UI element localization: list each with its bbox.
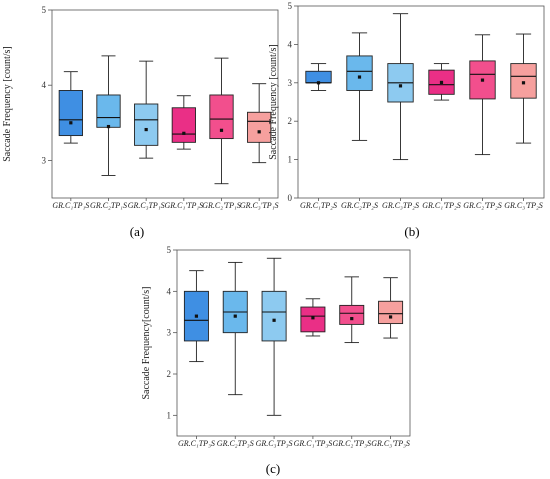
mean-marker xyxy=(69,121,73,125)
mean-marker xyxy=(311,316,315,320)
y-tick-label: 5 xyxy=(42,5,47,15)
mean-marker xyxy=(106,124,111,129)
mean-marker xyxy=(257,130,261,134)
y-axis-label: Saccade Frequency [count/s] xyxy=(268,44,279,160)
category-label: GR.C₃TP₃S xyxy=(256,439,293,448)
category-label: GR.C₃TP₁S xyxy=(128,201,165,210)
box-iqr xyxy=(58,90,83,137)
mean-marker xyxy=(316,81,321,85)
category-label: GR.C₁'TP₁S xyxy=(165,201,204,210)
category-label: GR.C₁'TP₃S xyxy=(294,439,333,448)
plot-frame xyxy=(176,249,411,437)
category-label: GR.C₃'TP₂S xyxy=(504,201,543,210)
mean-marker xyxy=(233,314,237,318)
plot-frame xyxy=(51,9,279,199)
y-tick-label: 2 xyxy=(167,369,172,379)
y-tick-label: 3 xyxy=(288,78,293,88)
category-label: GR.C₁TP₁S xyxy=(52,201,89,210)
y-tick-label: 4 xyxy=(42,80,47,90)
panel-c: 1 2 3 4 5 Saccade Frequency[count/s] GR.C₁TP₃S… xyxy=(141,245,411,476)
box-iqr xyxy=(134,103,159,146)
panel-label: (b) xyxy=(404,224,419,239)
category-label: GR.C₃TP₂S xyxy=(382,201,419,210)
y-tick-label: 1 xyxy=(288,155,293,165)
category-label: GR.C₁TP₂S xyxy=(300,201,337,210)
panel-label: (c) xyxy=(266,461,280,476)
mean-marker xyxy=(388,315,393,319)
category-label: GR.C₂'TP₁S xyxy=(202,201,241,210)
box-iqr xyxy=(261,290,287,342)
box-iqr xyxy=(510,63,537,99)
box-iqr xyxy=(305,70,332,84)
category-label: GR.C₃'TP₁S xyxy=(240,201,279,210)
category-label: GR.C₁TP₃S xyxy=(178,439,215,448)
category-label: GR.C₂TP₁S xyxy=(90,201,127,210)
panel-label: (a) xyxy=(130,224,144,239)
y-axis-label: Saccade Frequency [count/s] xyxy=(2,46,13,162)
panel-b: 0 1 2 3 4 5 Saccade Frequency [count/s] GR.C₁TP… xyxy=(268,1,545,239)
mean-marker xyxy=(350,317,354,321)
y-axis-label: Saccade Frequency[count/s] xyxy=(141,286,152,399)
y-tick-label: 0 xyxy=(288,193,293,203)
category-label: GR.C₂TP₃S xyxy=(217,439,254,448)
category-label: GR.C₂TP₂S xyxy=(341,201,378,210)
box-iqr xyxy=(346,55,373,91)
plot-frame xyxy=(297,5,545,199)
mean-marker xyxy=(194,314,199,318)
mean-marker xyxy=(521,81,526,85)
category-label: GR.C₁'TP₂S xyxy=(422,201,461,210)
box-iqr xyxy=(300,306,326,333)
box-iqr xyxy=(96,94,121,128)
mean-marker xyxy=(272,318,276,322)
box-iqr xyxy=(209,94,234,140)
mean-marker xyxy=(439,80,444,85)
box-iqr xyxy=(428,69,455,95)
category-label: GR.C₂'TP₃S xyxy=(332,439,371,448)
box-iqr xyxy=(378,300,404,325)
mean-marker xyxy=(182,131,186,135)
category-label: GR.C₂'TP₂S xyxy=(463,201,502,210)
mean-marker xyxy=(398,84,403,88)
box-iqr xyxy=(247,111,272,143)
y-tick-label: 3 xyxy=(42,155,47,165)
mean-marker xyxy=(357,75,362,79)
mean-marker xyxy=(144,127,148,132)
y-tick-label: 2 xyxy=(288,116,293,126)
y-tick-label: 4 xyxy=(167,286,172,296)
category-label: GR.C₃'TP₃S xyxy=(371,439,410,448)
mean-marker xyxy=(219,128,224,132)
y-tick-label: 3 xyxy=(167,328,172,338)
box-iqr xyxy=(171,107,196,143)
box-iqr xyxy=(339,304,365,325)
y-tick-label: 1 xyxy=(167,410,172,420)
y-tick-label: 5 xyxy=(167,245,172,255)
mean-marker xyxy=(480,78,485,82)
y-tick-label: 4 xyxy=(288,39,293,49)
y-tick-label: 5 xyxy=(288,1,293,11)
